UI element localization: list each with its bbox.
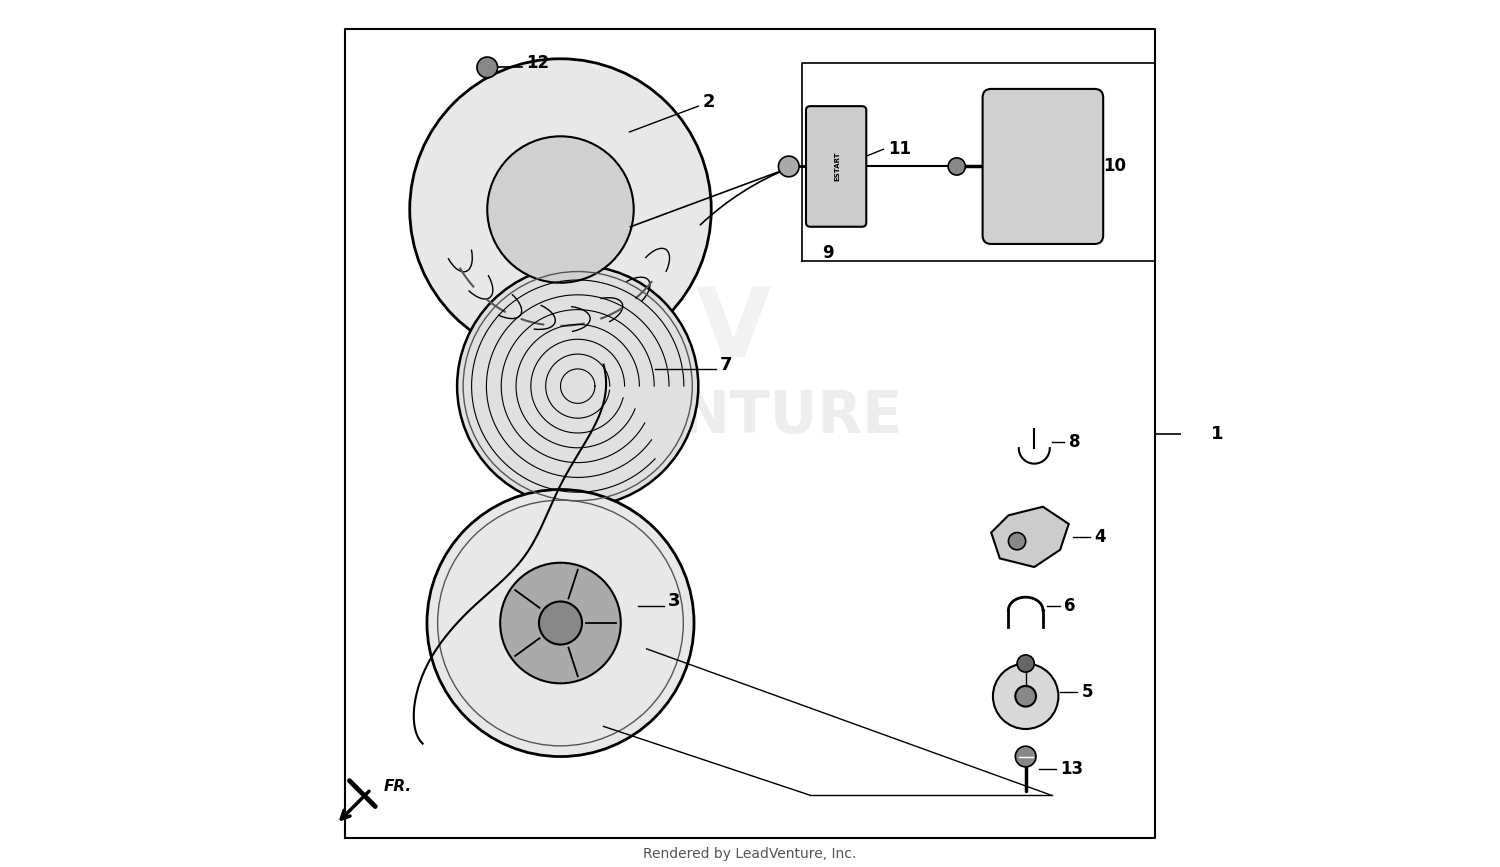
Text: V: V	[694, 284, 771, 376]
Circle shape	[778, 156, 800, 177]
Circle shape	[458, 265, 699, 506]
Text: 7: 7	[720, 355, 732, 374]
Polygon shape	[992, 506, 1068, 567]
Circle shape	[1016, 686, 1036, 707]
Text: 5: 5	[1082, 683, 1094, 701]
Circle shape	[427, 490, 694, 757]
Text: 2: 2	[702, 93, 715, 111]
Text: 13: 13	[1060, 760, 1083, 779]
Text: 8: 8	[1068, 434, 1080, 451]
Text: 1: 1	[1210, 425, 1224, 442]
Circle shape	[477, 57, 498, 78]
Circle shape	[500, 563, 621, 683]
Circle shape	[1008, 532, 1026, 550]
Text: ESTART: ESTART	[836, 152, 842, 181]
Text: 6: 6	[1065, 596, 1076, 615]
Circle shape	[993, 663, 1059, 729]
Text: 10: 10	[1102, 158, 1126, 175]
FancyBboxPatch shape	[806, 106, 867, 227]
FancyBboxPatch shape	[982, 89, 1102, 244]
Circle shape	[538, 602, 582, 644]
Circle shape	[1017, 655, 1035, 672]
Text: Rendered by LeadVenture, Inc.: Rendered by LeadVenture, Inc.	[644, 847, 856, 861]
Text: 12: 12	[526, 54, 549, 72]
Text: 11: 11	[888, 140, 910, 158]
Text: VENTURE: VENTURE	[597, 388, 903, 445]
Text: FR.: FR.	[384, 779, 412, 794]
Circle shape	[1016, 746, 1036, 767]
Text: 4: 4	[1095, 528, 1106, 546]
Circle shape	[488, 136, 633, 283]
Text: 9: 9	[822, 244, 834, 262]
Circle shape	[410, 59, 711, 361]
Text: 3: 3	[668, 592, 681, 610]
Circle shape	[948, 158, 966, 175]
